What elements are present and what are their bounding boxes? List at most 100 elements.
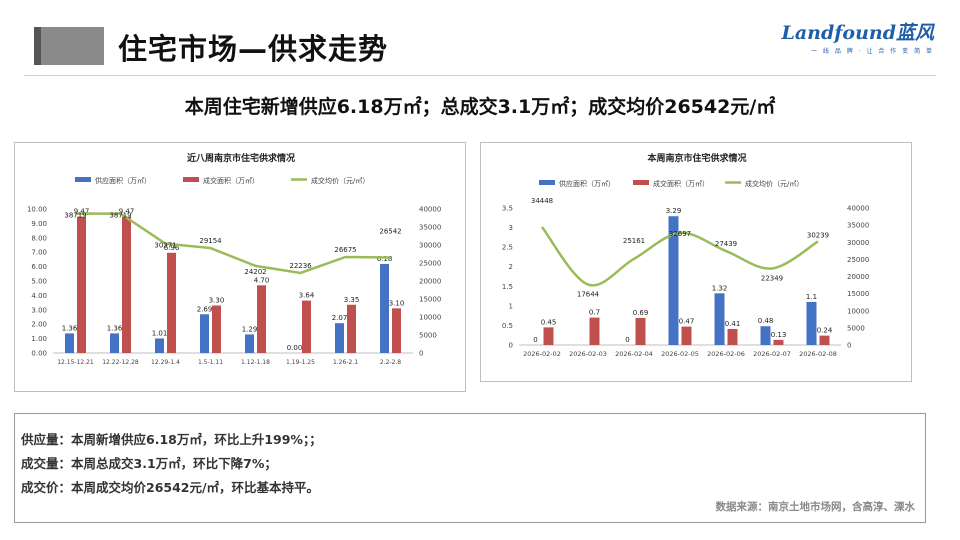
c2-y-left-tick: 2 [509, 263, 513, 271]
c2-legend-label-1: 成交面积（万㎡） [653, 179, 709, 188]
c1-bar-deal [392, 308, 401, 353]
c2-bar-label: 0.41 [725, 320, 741, 328]
c1-x-tick: 1.19-1.25 [286, 359, 315, 366]
c2-bar-label: 3.29 [666, 207, 682, 215]
c2-bar-label: 0.7 [589, 309, 600, 317]
c1-y-right-tick: 35000 [419, 224, 441, 232]
c2-price-label: 30239 [807, 231, 829, 239]
c2-price-label: 32697 [669, 230, 691, 238]
c1-bar-deal [212, 305, 221, 353]
c2-x-tick: 2026-02-04 [615, 350, 653, 358]
c2-price-line [541, 226, 819, 287]
c2-title: 本周南京市住宅供求情况 [647, 152, 746, 164]
c2-price-label: 22349 [761, 274, 783, 282]
c2-y-right-tick: 25000 [847, 256, 869, 264]
c1-bar-label: 2.07 [332, 314, 348, 322]
c1-y-left-tick: 8.00 [31, 234, 47, 242]
chart-eight-weeks: 近八周南京市住宅供求情况 供应面积（万㎡） 成交面积（万㎡） 成交均价（元/㎡） 0.0… [14, 142, 466, 392]
c1-x-tick: 12.29-1.4 [151, 359, 180, 366]
data-source: 数据来源：南京土地市场网，含高淳、溧水 [715, 501, 916, 513]
c1-y-left-tick: 0.00 [31, 350, 47, 358]
c1-bar-supply [380, 264, 389, 353]
c1-x-tick: 12.15-12.21 [57, 359, 94, 366]
c2-bar-label: 1.32 [712, 284, 728, 292]
c1-bar-label: 2.69 [197, 305, 213, 313]
c1-bar-label: 3.10 [389, 299, 405, 307]
c2-y-right-tick: 35000 [847, 222, 869, 230]
c1-bar-label: 9.47 [119, 208, 135, 216]
c2-y-left-tick: 3.5 [502, 205, 513, 213]
c1-y-left-tick: 10.00 [27, 206, 47, 214]
logo-tagline: 一 线 品 牌 · 让 合 作 变 简 单 [811, 48, 934, 55]
c2-bar-label: 0 [625, 336, 629, 344]
c1-y-right-tick: 40000 [419, 206, 441, 214]
c1-price-label: 24202 [244, 268, 266, 276]
c2-price-label: 25161 [623, 237, 645, 245]
c1-legend-label-2: 成交均价（元/㎡） [311, 176, 369, 185]
c2-y-left-tick: 2.5 [502, 244, 513, 252]
c1-bar-supply [155, 338, 164, 353]
c2-legend-swatch-0 [539, 180, 555, 185]
c1-bar-label: 9.47 [74, 208, 90, 216]
c1-price-label: 26542 [379, 227, 401, 235]
chart-this-week: 本周南京市住宅供求情况 供应面积（万㎡） 成交面积（万㎡） 成交均价（元/㎡） 0 0.5… [480, 142, 912, 382]
c2-bar-label: 0.45 [541, 318, 557, 326]
c2-y-right-tick: 20000 [847, 273, 869, 281]
c2-y-right-tick: 30000 [847, 239, 869, 247]
c2-bar-deal [819, 335, 830, 345]
c1-x-tick: 2.2-2.8 [380, 359, 401, 366]
c1-x-tick: 1.5-1.11 [198, 359, 223, 366]
c1-bar-label: 1.36 [107, 324, 123, 332]
c1-legend-label-0: 供应面积（万㎡） [95, 176, 151, 185]
c1-bar-label: 4.70 [254, 276, 270, 284]
c2-bar-deal [773, 339, 784, 345]
c1-price-label: 26675 [334, 246, 356, 254]
c1-y-left-tick: 1.00 [31, 335, 47, 343]
c1-price-label: 38719 [109, 212, 131, 220]
c2-bar-supply [714, 293, 725, 345]
c1-y-right-tick: 5000 [419, 332, 437, 340]
c1-bar-deal [122, 216, 131, 353]
c1-x-tick: 1.12-1.18 [241, 359, 270, 366]
c2-bar-label: 0.69 [633, 309, 649, 317]
c1-bar-deal [77, 216, 86, 353]
c2-legend-label-2: 成交均价（元/㎡） [745, 179, 803, 188]
c1-y-left-tick: 5.00 [31, 278, 47, 286]
c2-bar-label: 0 [533, 336, 537, 344]
c1-bar-deal [257, 285, 266, 353]
c1-y-left-tick: 9.00 [31, 220, 47, 228]
c2-x-tick: 2026-02-02 [523, 350, 561, 358]
c2-y-right-tick: 5000 [847, 324, 865, 332]
c2-x-tick: 2026-02-08 [799, 350, 837, 358]
c1-y-left-tick: 7.00 [31, 249, 47, 257]
c1-y-left-tick: 4.00 [31, 292, 47, 300]
c2-x-tick: 2026-02-06 [707, 350, 745, 358]
c2-bar-deal [727, 328, 738, 345]
c1-bar-label: 3.64 [299, 292, 315, 300]
c2-x-tick: 2026-02-03 [569, 350, 607, 358]
c2-bar-deal [681, 326, 692, 345]
c1-bar-label: 6.18 [377, 255, 393, 263]
summary-deal: 成交量：本周总成交3.1万㎡，环比下降7%； [21, 456, 277, 471]
c1-x-tick: 1.26-2.1 [333, 359, 358, 366]
c1-bar-supply [110, 333, 119, 353]
c1-price-label: 22236 [289, 262, 312, 270]
c2-y-right-tick: 40000 [847, 205, 869, 213]
title-decoration-block [34, 27, 104, 65]
c2-x-tick: 2026-02-07 [753, 350, 791, 358]
c1-y-right-tick: 25000 [419, 260, 441, 268]
c2-bar-label: 1.1 [806, 293, 817, 301]
c1-y-left-tick: 6.00 [31, 263, 47, 271]
c1-y-right-tick: 10000 [419, 314, 441, 322]
c2-bar-label: 0.48 [758, 317, 774, 325]
c1-bar-deal [302, 300, 311, 353]
c2-bar-deal [635, 317, 646, 345]
c1-legend-swatch-1 [183, 177, 199, 182]
c1-y-right-tick: 30000 [419, 242, 441, 250]
c2-x-tick: 2026-02-05 [661, 350, 699, 358]
c1-y-right-tick: 0 [419, 350, 423, 358]
page-title: 住宅市场—供求走势 [118, 32, 389, 66]
c2-y-left-tick: 3 [509, 224, 513, 232]
